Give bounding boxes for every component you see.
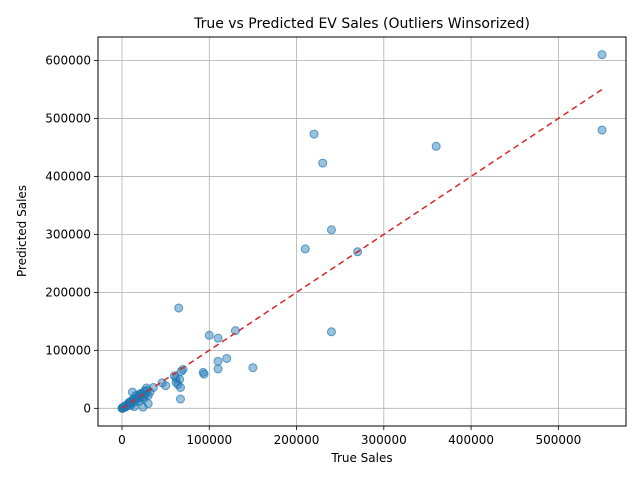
- x-tick-label: 400000: [448, 433, 494, 447]
- scatter-point: [326, 225, 336, 235]
- x-tick-label: 200000: [274, 433, 320, 447]
- scatter-point: [597, 125, 607, 135]
- scatter-point: [204, 330, 214, 340]
- grid: [98, 37, 626, 426]
- y-tick-label: 0: [83, 401, 91, 415]
- x-tick-label: 300000: [361, 433, 407, 447]
- y-tick-label: 600000: [45, 53, 91, 67]
- scatter-point: [213, 333, 223, 343]
- scatter-point: [213, 364, 223, 374]
- plot-frame: [97, 36, 627, 427]
- scatter-point: [248, 363, 258, 373]
- y-tick-label: 500000: [45, 111, 91, 125]
- scatter-point: [318, 158, 328, 168]
- y-tick-label: 100000: [45, 343, 91, 357]
- x-tick-label: 0: [118, 433, 126, 447]
- scatter-point: [213, 356, 223, 366]
- scatter-point: [222, 353, 232, 363]
- reference-line: [121, 88, 603, 409]
- y-axis-ticks: 0 100000 200000 300000 400000 500000 600000: [45, 53, 98, 415]
- scatter-point: [174, 303, 184, 313]
- y-axis-label: Predicted Sales: [15, 185, 29, 277]
- x-axis-ticks: 0 100000 200000 300000 400000 500000: [118, 426, 581, 447]
- scatter-point: [597, 50, 607, 60]
- x-axis-label: True Sales: [330, 451, 392, 465]
- scatter-point: [431, 141, 441, 151]
- data-points: [117, 50, 607, 413]
- scatter-point: [309, 129, 319, 139]
- scatter-point: [138, 402, 148, 412]
- scatter-point: [161, 381, 171, 391]
- x-tick-label: 500000: [535, 433, 581, 447]
- y-tick-label: 300000: [45, 227, 91, 241]
- scatter-point: [300, 244, 310, 254]
- chart-title: True vs Predicted EV Sales (Outliers Win…: [193, 16, 530, 32]
- y-tick-label: 200000: [45, 285, 91, 299]
- scatter-point: [175, 382, 185, 392]
- scatter-point: [142, 385, 152, 395]
- scatter-point: [175, 394, 185, 404]
- scatter-point: [326, 327, 336, 337]
- y-tick-label: 400000: [45, 169, 91, 183]
- scatter-point: [199, 369, 209, 379]
- x-tick-label: 100000: [186, 433, 232, 447]
